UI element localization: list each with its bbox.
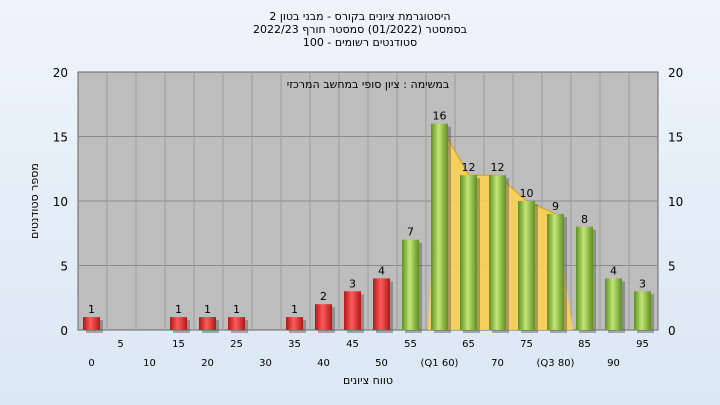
bar-data-label: 8 [581, 213, 588, 226]
bar [344, 291, 361, 330]
chart-annotation: במשימה : ציון סופי במחשב המרכזי [287, 78, 450, 91]
bar-data-label: 10 [520, 187, 534, 200]
x-category-label: 40 [317, 358, 330, 369]
bar-data-label: 3 [349, 277, 356, 290]
x-category-label: 45 [346, 339, 359, 350]
bar [315, 304, 332, 330]
bar [431, 123, 448, 330]
bar [83, 317, 100, 330]
bar-data-label: 4 [378, 264, 385, 277]
x-category-label: 70 [491, 358, 504, 369]
y-tick-label-left: 0 [60, 324, 68, 338]
bar [402, 239, 419, 330]
x-axis-title: טווח ציונים [343, 374, 393, 387]
x-category-label: 85 [578, 339, 591, 350]
y-tick-label-left: 10 [53, 195, 68, 209]
bar [605, 278, 622, 330]
bar [373, 278, 390, 330]
x-category-label: 95 [636, 339, 649, 350]
y-tick-label-right: 0 [668, 324, 676, 338]
x-category-label: 30 [259, 358, 272, 369]
x-category-label: 25 [230, 339, 243, 350]
bar [170, 317, 187, 330]
x-category-label: 0 [88, 358, 94, 369]
bar-data-label: 12 [491, 161, 505, 174]
bar [518, 201, 535, 330]
y-tick-label-left: 5 [60, 260, 68, 274]
x-category-label: 90 [607, 358, 620, 369]
y-axis-title: מספר סטודנטים [28, 163, 41, 239]
bar-data-label: 1 [233, 303, 240, 316]
chart-title: היסטוגרמת ציונים בקורס - מבני בטון 2 בסמ… [253, 10, 467, 49]
bar-data-label: 3 [639, 277, 646, 290]
bar-data-label: 12 [462, 161, 476, 174]
y-axis-right: 0 5 10 15 20 [668, 66, 683, 338]
y-axis-left: 0 5 10 15 20 [53, 66, 68, 338]
bar-data-label: 7 [407, 226, 414, 239]
bars [83, 123, 654, 333]
bar [460, 175, 477, 330]
y-tick-label-right: 10 [668, 195, 683, 209]
bar-data-label: 1 [175, 303, 182, 316]
bar [286, 317, 303, 330]
bar-data-label: 16 [433, 110, 447, 123]
bar [199, 317, 216, 330]
x-category-label: 50 [375, 358, 388, 369]
x-category-label: 75 [520, 339, 533, 350]
x-category-label: 15 [172, 339, 185, 350]
y-tick-label-right: 5 [668, 260, 676, 274]
title-line-3: סטודנטים רשומים - 100 [303, 36, 417, 49]
bar-data-label: 2 [320, 290, 327, 303]
x-category-label: 55 [404, 339, 417, 350]
y-tick-label-left: 15 [53, 131, 68, 145]
bar-data-label: 4 [610, 264, 617, 277]
bar [489, 175, 506, 330]
bar-data-label: 1 [291, 303, 298, 316]
y-tick-label-right: 20 [668, 66, 683, 80]
bar [634, 291, 651, 330]
bar-data-label: 9 [552, 200, 559, 213]
y-tick-label-left: 20 [53, 66, 68, 80]
bar-data-label: 1 [204, 303, 211, 316]
x-category-label: (Q1 60) [421, 358, 459, 369]
bar [576, 226, 593, 330]
x-category-label: (Q3 80) [537, 358, 575, 369]
title-line-1: היסטוגרמת ציונים בקורס - מבני בטון 2 [269, 10, 450, 23]
x-category-label: 5 [117, 339, 123, 350]
x-axis-categories: 0 5 10 15 20 25 30 35 40 45 50 55 (Q1 60)65 70 75 (Q3 8… [88, 339, 649, 369]
x-category-label: 65 [462, 339, 475, 350]
title-line-2: בסמסטר (01/2022) סמסטר חורף 2022/23 [253, 23, 467, 36]
grid-lines [78, 72, 658, 330]
bar [228, 317, 245, 330]
bar-data-label: 1 [88, 303, 95, 316]
x-category-label: 20 [201, 358, 214, 369]
bar [547, 213, 564, 330]
x-category-label: 35 [288, 339, 301, 350]
y-tick-label-right: 15 [668, 131, 683, 145]
x-category-label: 10 [143, 358, 156, 369]
